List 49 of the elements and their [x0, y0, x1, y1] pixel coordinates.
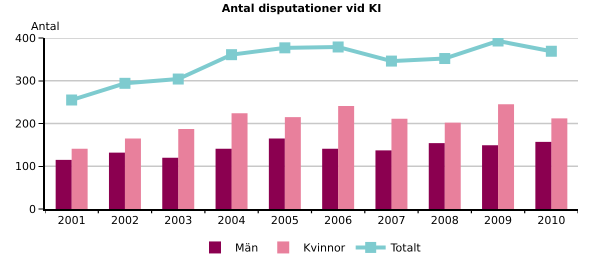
- point: [66, 94, 78, 106]
- point: [546, 46, 557, 57]
- legend-label: Män: [235, 242, 258, 255]
- point: [226, 49, 238, 60]
- x-tick-label: 2007: [377, 214, 406, 227]
- chart-title: Antal disputationer vid KI: [222, 2, 382, 15]
- bar: [216, 148, 232, 209]
- bar: [108, 152, 125, 209]
- y-axis-title: Antal: [31, 20, 60, 33]
- bar: [72, 148, 88, 209]
- bar: [232, 113, 248, 209]
- bar: [535, 142, 552, 209]
- y-tick-label: 100: [15, 160, 36, 174]
- point: [172, 74, 184, 85]
- bar: [56, 160, 72, 209]
- point: [386, 56, 397, 67]
- x-tick-label: 2005: [270, 214, 299, 227]
- bar: [482, 145, 498, 209]
- x-tick-label: 2010: [537, 214, 566, 227]
- x-tick-label: 2008: [430, 214, 459, 227]
- x-tick-label: 2009: [484, 214, 512, 227]
- bar: [162, 158, 178, 209]
- point: [439, 53, 450, 64]
- bar: [391, 118, 408, 209]
- bar: [338, 106, 354, 209]
- bar: [551, 118, 568, 209]
- bar: [498, 104, 514, 209]
- y-tick-label: 300: [15, 74, 36, 88]
- bar: [428, 143, 445, 209]
- x-tick-label: 2006: [324, 214, 352, 227]
- x-tick-label: 2002: [110, 214, 139, 227]
- legend-label: Kvinnor: [303, 242, 346, 255]
- bar: [322, 148, 338, 209]
- point: [279, 42, 290, 54]
- point: [332, 41, 344, 52]
- bar: [284, 117, 301, 209]
- y-tick-label: 200: [15, 117, 36, 130]
- bar: [268, 138, 285, 209]
- bar: [178, 129, 194, 209]
- legend-label: Totalt: [390, 242, 422, 255]
- bar: [375, 150, 392, 209]
- y-tick-label: 0: [29, 202, 36, 216]
- bar: [444, 122, 461, 209]
- y-tick-label: 400: [15, 32, 36, 45]
- x-tick-label: 2001: [58, 214, 86, 227]
- bar: [124, 138, 141, 209]
- x-tick-label: 2004: [218, 214, 246, 227]
- point: [119, 78, 130, 89]
- x-tick-label: 2003: [164, 214, 192, 227]
